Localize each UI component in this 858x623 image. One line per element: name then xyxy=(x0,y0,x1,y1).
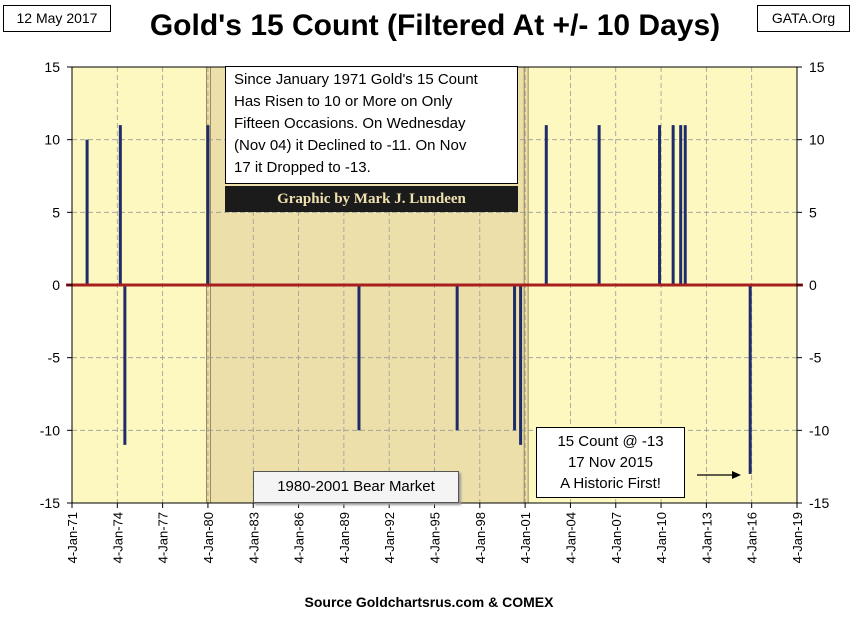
x-tick-label: 4-Jan-83 xyxy=(246,512,261,563)
count-bar xyxy=(513,285,517,431)
count-bar xyxy=(123,285,127,445)
count-bar xyxy=(597,125,601,285)
note-annotation: Since January 1971 Gold's 15 Count Has R… xyxy=(225,66,518,184)
count-bar xyxy=(683,125,687,285)
count-bar xyxy=(85,139,89,285)
x-tick-label: 4-Jan-95 xyxy=(428,512,443,563)
graphic-credit: Graphic by Mark J. Lundeen xyxy=(225,186,518,212)
callout-arrow xyxy=(697,471,741,479)
count-bar xyxy=(357,285,361,431)
x-tick-label: 4-Jan-13 xyxy=(699,512,714,563)
y-tick-label: -5 xyxy=(809,350,822,366)
count-bar xyxy=(519,285,523,445)
x-tick-label: 4-Jan-86 xyxy=(292,512,307,563)
x-tick-label: 4-Jan-07 xyxy=(609,512,624,563)
count-bar xyxy=(671,125,675,285)
x-axis-labels: 4-Jan-71 4-Jan-74 4-Jan-77 4-Jan-80 4-Jan-83… xyxy=(65,512,805,563)
callout-line: 15 Count @ -13 xyxy=(557,433,664,450)
y-tick-label: -10 xyxy=(809,422,829,438)
historic-callout: 15 Count @ -13 17 Nov 2015 A Historic Fi… xyxy=(536,427,685,498)
count-bar xyxy=(544,125,548,285)
callout-line: 17 Nov 2015 xyxy=(567,454,654,471)
count-bar xyxy=(118,125,122,285)
x-tick-label: 4-Jan-71 xyxy=(65,512,80,563)
x-tick-label: 4-Jan-77 xyxy=(156,512,171,563)
count-bars xyxy=(85,125,752,474)
y-tick-label: 15 xyxy=(809,59,825,75)
x-tick-label: 4-Jan-80 xyxy=(201,512,216,563)
count-bar xyxy=(658,125,662,285)
left-y-axis-labels: -15 -10 -5 0 5 10 15 xyxy=(40,59,60,511)
arrow-head xyxy=(732,471,741,479)
x-tick-label: 4-Jan-19 xyxy=(790,512,805,563)
y-tick-label: 5 xyxy=(52,204,60,220)
chart-title: Gold's 15 Count (Filtered At +/- 10 Days… xyxy=(149,9,721,42)
count-bar xyxy=(748,285,752,474)
y-tick-label: 0 xyxy=(52,277,60,293)
y-tick-label: -5 xyxy=(48,350,61,366)
x-tick-label: 4-Jan-01 xyxy=(518,512,533,563)
count-bar xyxy=(206,125,210,285)
count-bar xyxy=(455,285,459,431)
source-tag: GATA.Org xyxy=(757,5,850,32)
x-tick-label: 4-Jan-10 xyxy=(654,512,669,563)
y-tick-label: 10 xyxy=(44,132,60,148)
date-label: 12 May 2017 xyxy=(3,5,111,32)
y-tick-label: 5 xyxy=(809,204,817,220)
y-tick-label: 15 xyxy=(44,59,60,75)
right-y-axis-labels: -15 -10 -5 0 5 10 15 xyxy=(809,59,829,511)
y-tick-label: -10 xyxy=(40,422,60,438)
x-tick-label: 4-Jan-98 xyxy=(473,512,488,563)
x-tick-label: 4-Jan-89 xyxy=(337,512,352,563)
x-tick-label: 4-Jan-92 xyxy=(382,512,397,563)
source-footer: Source Goldchartsrus.com & COMEX xyxy=(304,594,554,610)
y-tick-label: 0 xyxy=(809,277,817,293)
note-line: 17 it Dropped to -13. xyxy=(234,159,371,176)
note-line: (Nov 04) it Declined to -11. On Nov xyxy=(234,137,467,154)
x-tick-label: 4-Jan-04 xyxy=(563,512,578,563)
bear-market-label: 1980-2001 Bear Market xyxy=(253,471,459,503)
note-line: Since January 1971 Gold's 15 Count xyxy=(234,71,478,88)
y-tick-label: -15 xyxy=(809,495,829,511)
y-tick-label: 10 xyxy=(809,132,825,148)
y-tick-label: -15 xyxy=(40,495,60,511)
x-tick-label: 4-Jan-16 xyxy=(745,512,760,563)
note-line: Has Risen to 10 or More on Only xyxy=(234,93,453,110)
note-line: Fifteen Occasions. On Wednesday xyxy=(234,115,466,132)
callout-line: A Historic First! xyxy=(560,475,661,492)
x-tick-label: 4-Jan-74 xyxy=(110,512,125,563)
count-bar xyxy=(679,125,683,285)
